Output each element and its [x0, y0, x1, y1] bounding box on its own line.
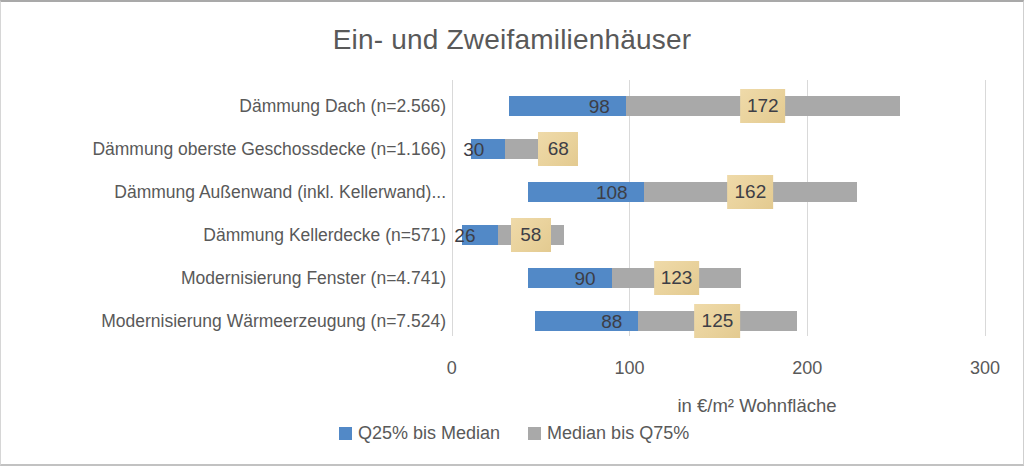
legend-label: Q25% bis Median	[358, 423, 500, 444]
category-label: Dämmung oberste Geschossdecke (n=1.166)	[1, 139, 446, 159]
category-label: Dämmung Kellerdecke (n=571)	[1, 225, 446, 245]
gridline	[985, 80, 986, 336]
q75-value-label: 172	[740, 89, 786, 123]
q75-value-label: 162	[727, 175, 773, 209]
x-axis-title: in €/m² Wohnfläche	[677, 395, 836, 417]
bar-segment-q25-median	[535, 311, 638, 331]
median-value-label: 88	[601, 312, 622, 331]
legend-swatch-blue-icon	[339, 427, 352, 440]
gridline	[452, 80, 453, 336]
legend-item-q25-median: Q25% bis Median	[339, 423, 500, 444]
x-axis-tick: 0	[447, 358, 457, 379]
category-label: Modernisierung Wärmeerzeugung (n=7.524)	[1, 311, 446, 331]
x-axis-tick: 200	[792, 358, 822, 379]
legend-label: Median bis Q75%	[547, 423, 689, 444]
legend: Q25% bis Median Median bis Q75%	[339, 423, 689, 444]
median-value-label: 90	[575, 269, 596, 288]
median-value-label: 30	[463, 140, 484, 159]
q75-value-label: 125	[695, 304, 741, 338]
q75-value-label: 68	[538, 132, 578, 166]
gridline	[807, 80, 808, 336]
chart-title: Ein- und Zweifamilienhäuser	[1, 24, 1023, 56]
category-label: Dämmung Dach (n=2.566)	[1, 96, 446, 116]
median-value-label: 26	[454, 226, 475, 245]
q75-value-label: 58	[511, 218, 551, 252]
median-value-label: 98	[589, 97, 610, 116]
median-value-label: 108	[596, 183, 628, 202]
q75-value-label: 123	[654, 261, 700, 295]
legend-item-median-q75: Median bis Q75%	[528, 423, 689, 444]
x-axis-tick: 100	[614, 358, 644, 379]
category-label: Modernisierung Fenster (n=4.741)	[1, 268, 446, 288]
gridline	[629, 80, 630, 336]
bar-segment-q25-median	[528, 268, 612, 288]
category-label: Dämmung Außenwand (inkl. Kellerwand)...	[1, 182, 446, 202]
legend-swatch-gray-icon	[528, 427, 541, 440]
chart-panel: Ein- und Zweifamilienhäuser 0 100 200 300 Dä…	[0, 0, 1024, 466]
x-axis-tick: 300	[970, 358, 1000, 379]
